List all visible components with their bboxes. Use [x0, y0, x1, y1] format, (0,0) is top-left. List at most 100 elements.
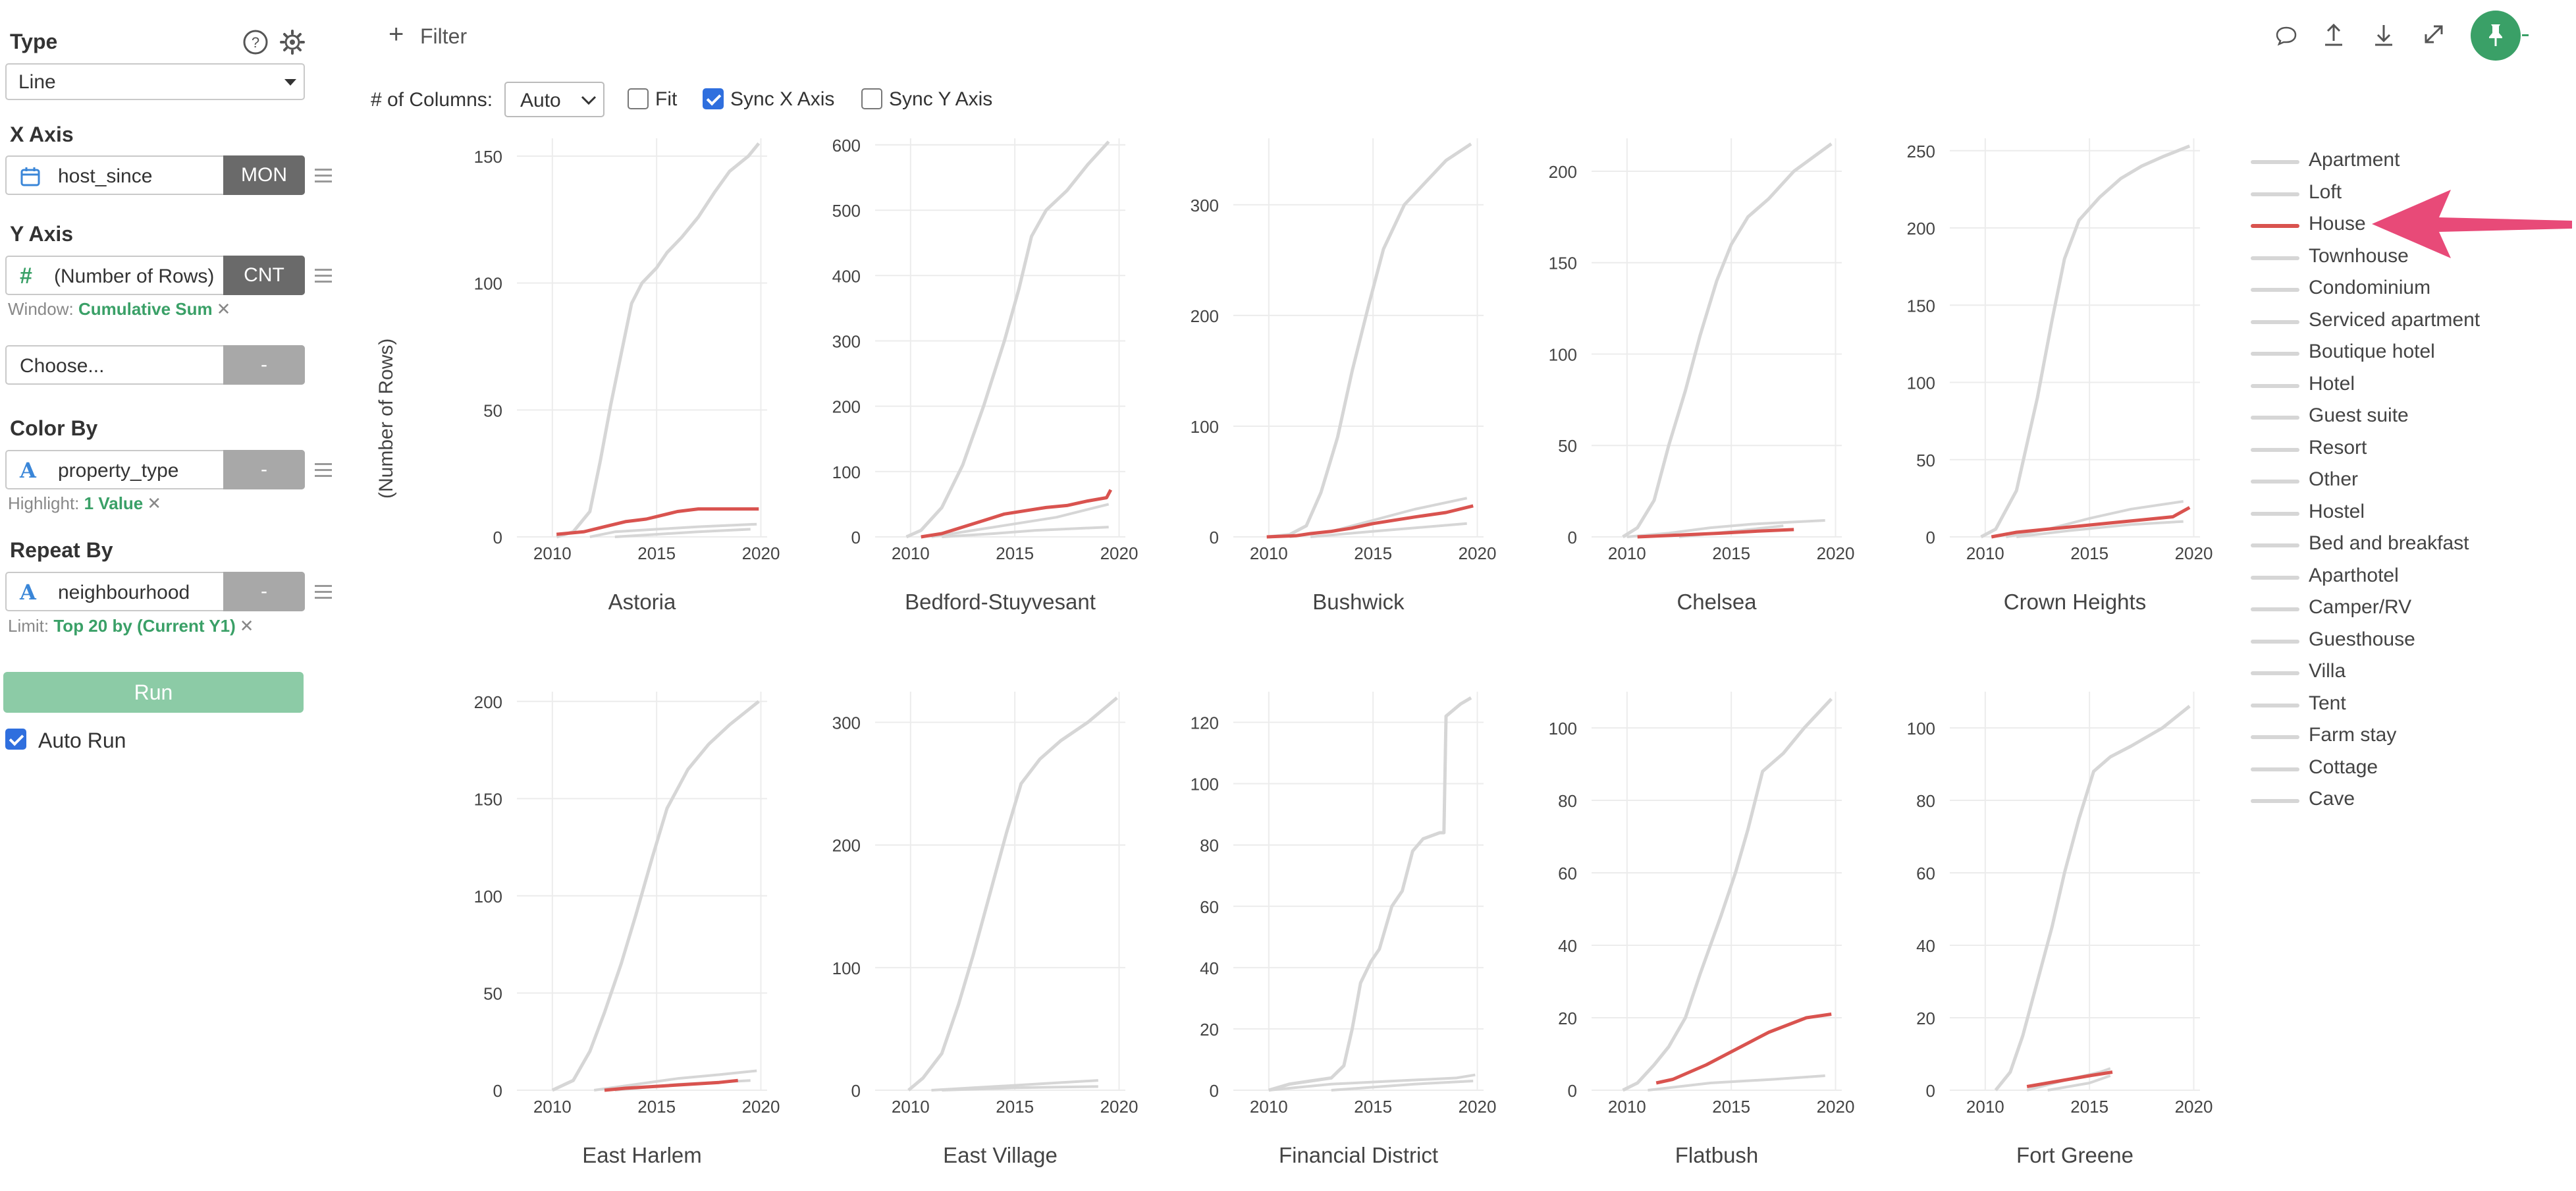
line-chart-panel[interactable]: 0 100 200 300 400 500 600 2010 2015 2020 — [816, 125, 1158, 563]
series-line-house[interactable] — [921, 489, 1113, 539]
line-chart-panel[interactable]: 0 100 200 300 2010 2015 2020 — [1174, 125, 1516, 563]
series-line-house[interactable] — [2026, 1070, 2113, 1088]
legend-item[interactable]: Other — [2251, 467, 2540, 493]
series-line-apartment[interactable] — [907, 696, 1118, 1092]
help-circle-icon[interactable]: ? — [238, 25, 273, 59]
legend-item[interactable]: Bed and breakfast — [2251, 531, 2540, 557]
series-line-house[interactable] — [1637, 528, 1794, 539]
x-axis-field[interactable]: host_since MON — [5, 155, 305, 195]
legend-item[interactable]: Apartment — [2251, 148, 2540, 174]
x-axis-menu-icon[interactable] — [315, 169, 332, 182]
legend-item[interactable]: Cottage — [2251, 755, 2540, 781]
series-line-house[interactable] — [1266, 504, 1474, 539]
legend-item[interactable]: Hostel — [2251, 499, 2540, 526]
legend-item[interactable]: Condominium — [2251, 275, 2540, 302]
legend-item[interactable]: Aparthotel — [2251, 563, 2540, 590]
legend-item[interactable]: Serviced apartment — [2251, 308, 2540, 334]
window-value[interactable]: Cumulative Sum — [78, 299, 213, 319]
line-chart-panel[interactable]: 0 20 40 60 80 100 2010 2015 2020 — [1891, 679, 2233, 1117]
y2-agg-button[interactable]: - — [223, 345, 305, 385]
line-chart-panel[interactable]: 0 20 40 60 80 100 120 2010 2015 2020 — [1174, 679, 1516, 1117]
upload-icon[interactable] — [2321, 21, 2347, 49]
y-axis-field[interactable]: # (Number of Rows) CNT — [5, 256, 305, 295]
y-axis-agg-button[interactable]: CNT — [223, 256, 305, 295]
series-line-other[interactable] — [2047, 1074, 2111, 1092]
repeat-by-field[interactable]: A neighbourhood - — [5, 572, 305, 611]
series-line-apartment[interactable] — [556, 142, 761, 539]
window-setting[interactable]: Window: Cumulative Sum ✕ — [8, 299, 230, 319]
series-line-other[interactable] — [1626, 519, 1825, 538]
series-line-house[interactable] — [604, 1078, 738, 1092]
series-line-other[interactable] — [614, 1079, 751, 1092]
remove-window-icon[interactable]: ✕ — [216, 299, 231, 319]
series-line-other[interactable] — [942, 1085, 1098, 1092]
series-line-other[interactable] — [942, 526, 1109, 538]
sync-x-axis-checkbox[interactable] — [703, 88, 724, 109]
series-line-house[interactable] — [1991, 506, 2191, 539]
chart-type-select[interactable]: Line — [5, 63, 305, 100]
repeat-by-agg-button[interactable]: - — [223, 572, 305, 611]
remove-limit-icon[interactable]: ✕ — [239, 616, 254, 636]
series-line-apartment[interactable] — [1622, 142, 1833, 539]
run-button[interactable]: Run — [3, 672, 304, 713]
legend-item[interactable]: Camper/RV — [2251, 595, 2540, 621]
series-line-other[interactable] — [614, 528, 751, 538]
legend-item[interactable]: Tent — [2251, 691, 2540, 717]
highlight-value[interactable]: 1 Value — [84, 493, 144, 513]
legend-item[interactable]: Farm stay — [2251, 723, 2540, 749]
legend-item[interactable]: Villa — [2251, 659, 2540, 685]
series-line-other[interactable] — [589, 522, 757, 538]
series-line-apartment[interactable] — [1622, 698, 1833, 1092]
line-chart-panel[interactable]: 0 20 40 60 80 100 2010 2015 2020 — [1532, 679, 1875, 1117]
line-chart-panel[interactable]: 0 50 100 150 2010 2015 2020 — [458, 125, 800, 563]
series-line-other[interactable] — [593, 1069, 757, 1092]
color-by-agg-button[interactable]: - — [223, 450, 305, 489]
x-axis-agg-button[interactable]: MON — [223, 155, 305, 195]
line-chart-panel[interactable]: 0 50 100 150 200 250 2010 2015 2020 — [1891, 125, 2233, 563]
y-axis-menu-icon[interactable] — [315, 269, 332, 283]
series-line-other[interactable] — [931, 503, 1110, 538]
series-line-apartment[interactable] — [551, 700, 760, 1092]
series-line-other[interactable] — [1310, 522, 1467, 538]
legend-item[interactable]: Hotel — [2251, 372, 2540, 398]
legend-item[interactable]: Resort — [2251, 435, 2540, 462]
series-line-apartment[interactable] — [1980, 144, 2191, 539]
highlight-setting[interactable]: Highlight: 1 Value ✕ — [8, 493, 161, 514]
legend-item[interactable]: Guest suite — [2251, 403, 2540, 429]
series-line-other[interactable] — [931, 1079, 1098, 1092]
series-line-apartment[interactable] — [1268, 696, 1472, 1092]
legend-item[interactable]: Cave — [2251, 787, 2540, 813]
limit-value[interactable]: Top 20 by (Current Y1) — [53, 616, 236, 636]
series-line-other[interactable] — [2026, 1067, 2111, 1092]
series-line-apartment[interactable] — [1268, 142, 1472, 539]
legend-item[interactable]: Loft — [2251, 180, 2540, 206]
series-line-other[interactable] — [1331, 1080, 1474, 1092]
fit-checkbox[interactable] — [628, 88, 649, 109]
columns-select[interactable]: Auto — [504, 82, 604, 117]
line-chart-panel[interactable]: 0 50 100 150 200 2010 2015 2020 — [1532, 125, 1875, 563]
series-line-other[interactable] — [1268, 1073, 1476, 1092]
series-line-other[interactable] — [2006, 500, 2184, 538]
series-line-other[interactable] — [1648, 1074, 1825, 1092]
limit-setting[interactable]: Limit: Top 20 by (Current Y1) ✕ — [8, 616, 254, 636]
line-chart-panel[interactable]: 0 100 200 300 2010 2015 2020 — [816, 679, 1158, 1117]
legend-item[interactable]: Townhouse — [2251, 244, 2540, 270]
color-by-menu-icon[interactable] — [315, 463, 332, 477]
expand-icon[interactable] — [2421, 21, 2447, 47]
series-line-house[interactable] — [1655, 1012, 1832, 1085]
color-by-field[interactable]: A property_type - — [5, 450, 305, 489]
gear-icon[interactable] — [275, 25, 309, 59]
sync-y-axis-checkbox[interactable] — [861, 88, 882, 109]
series-line-apartment[interactable] — [905, 140, 1110, 539]
series-line-other[interactable] — [2016, 520, 2184, 538]
download-icon[interactable] — [2371, 21, 2397, 49]
y2-field-chooser[interactable]: Choose... - — [5, 345, 305, 385]
auto-run-checkbox[interactable] — [5, 729, 26, 750]
repeat-by-menu-icon[interactable] — [315, 585, 332, 599]
comment-icon[interactable] — [2273, 22, 2299, 49]
series-line-apartment[interactable] — [1994, 705, 2191, 1092]
legend-item[interactable]: Boutique hotel — [2251, 339, 2540, 366]
series-line-other[interactable] — [1289, 497, 1468, 538]
legend-item[interactable]: Guesthouse — [2251, 627, 2540, 653]
legend-item[interactable]: House — [2251, 211, 2540, 238]
